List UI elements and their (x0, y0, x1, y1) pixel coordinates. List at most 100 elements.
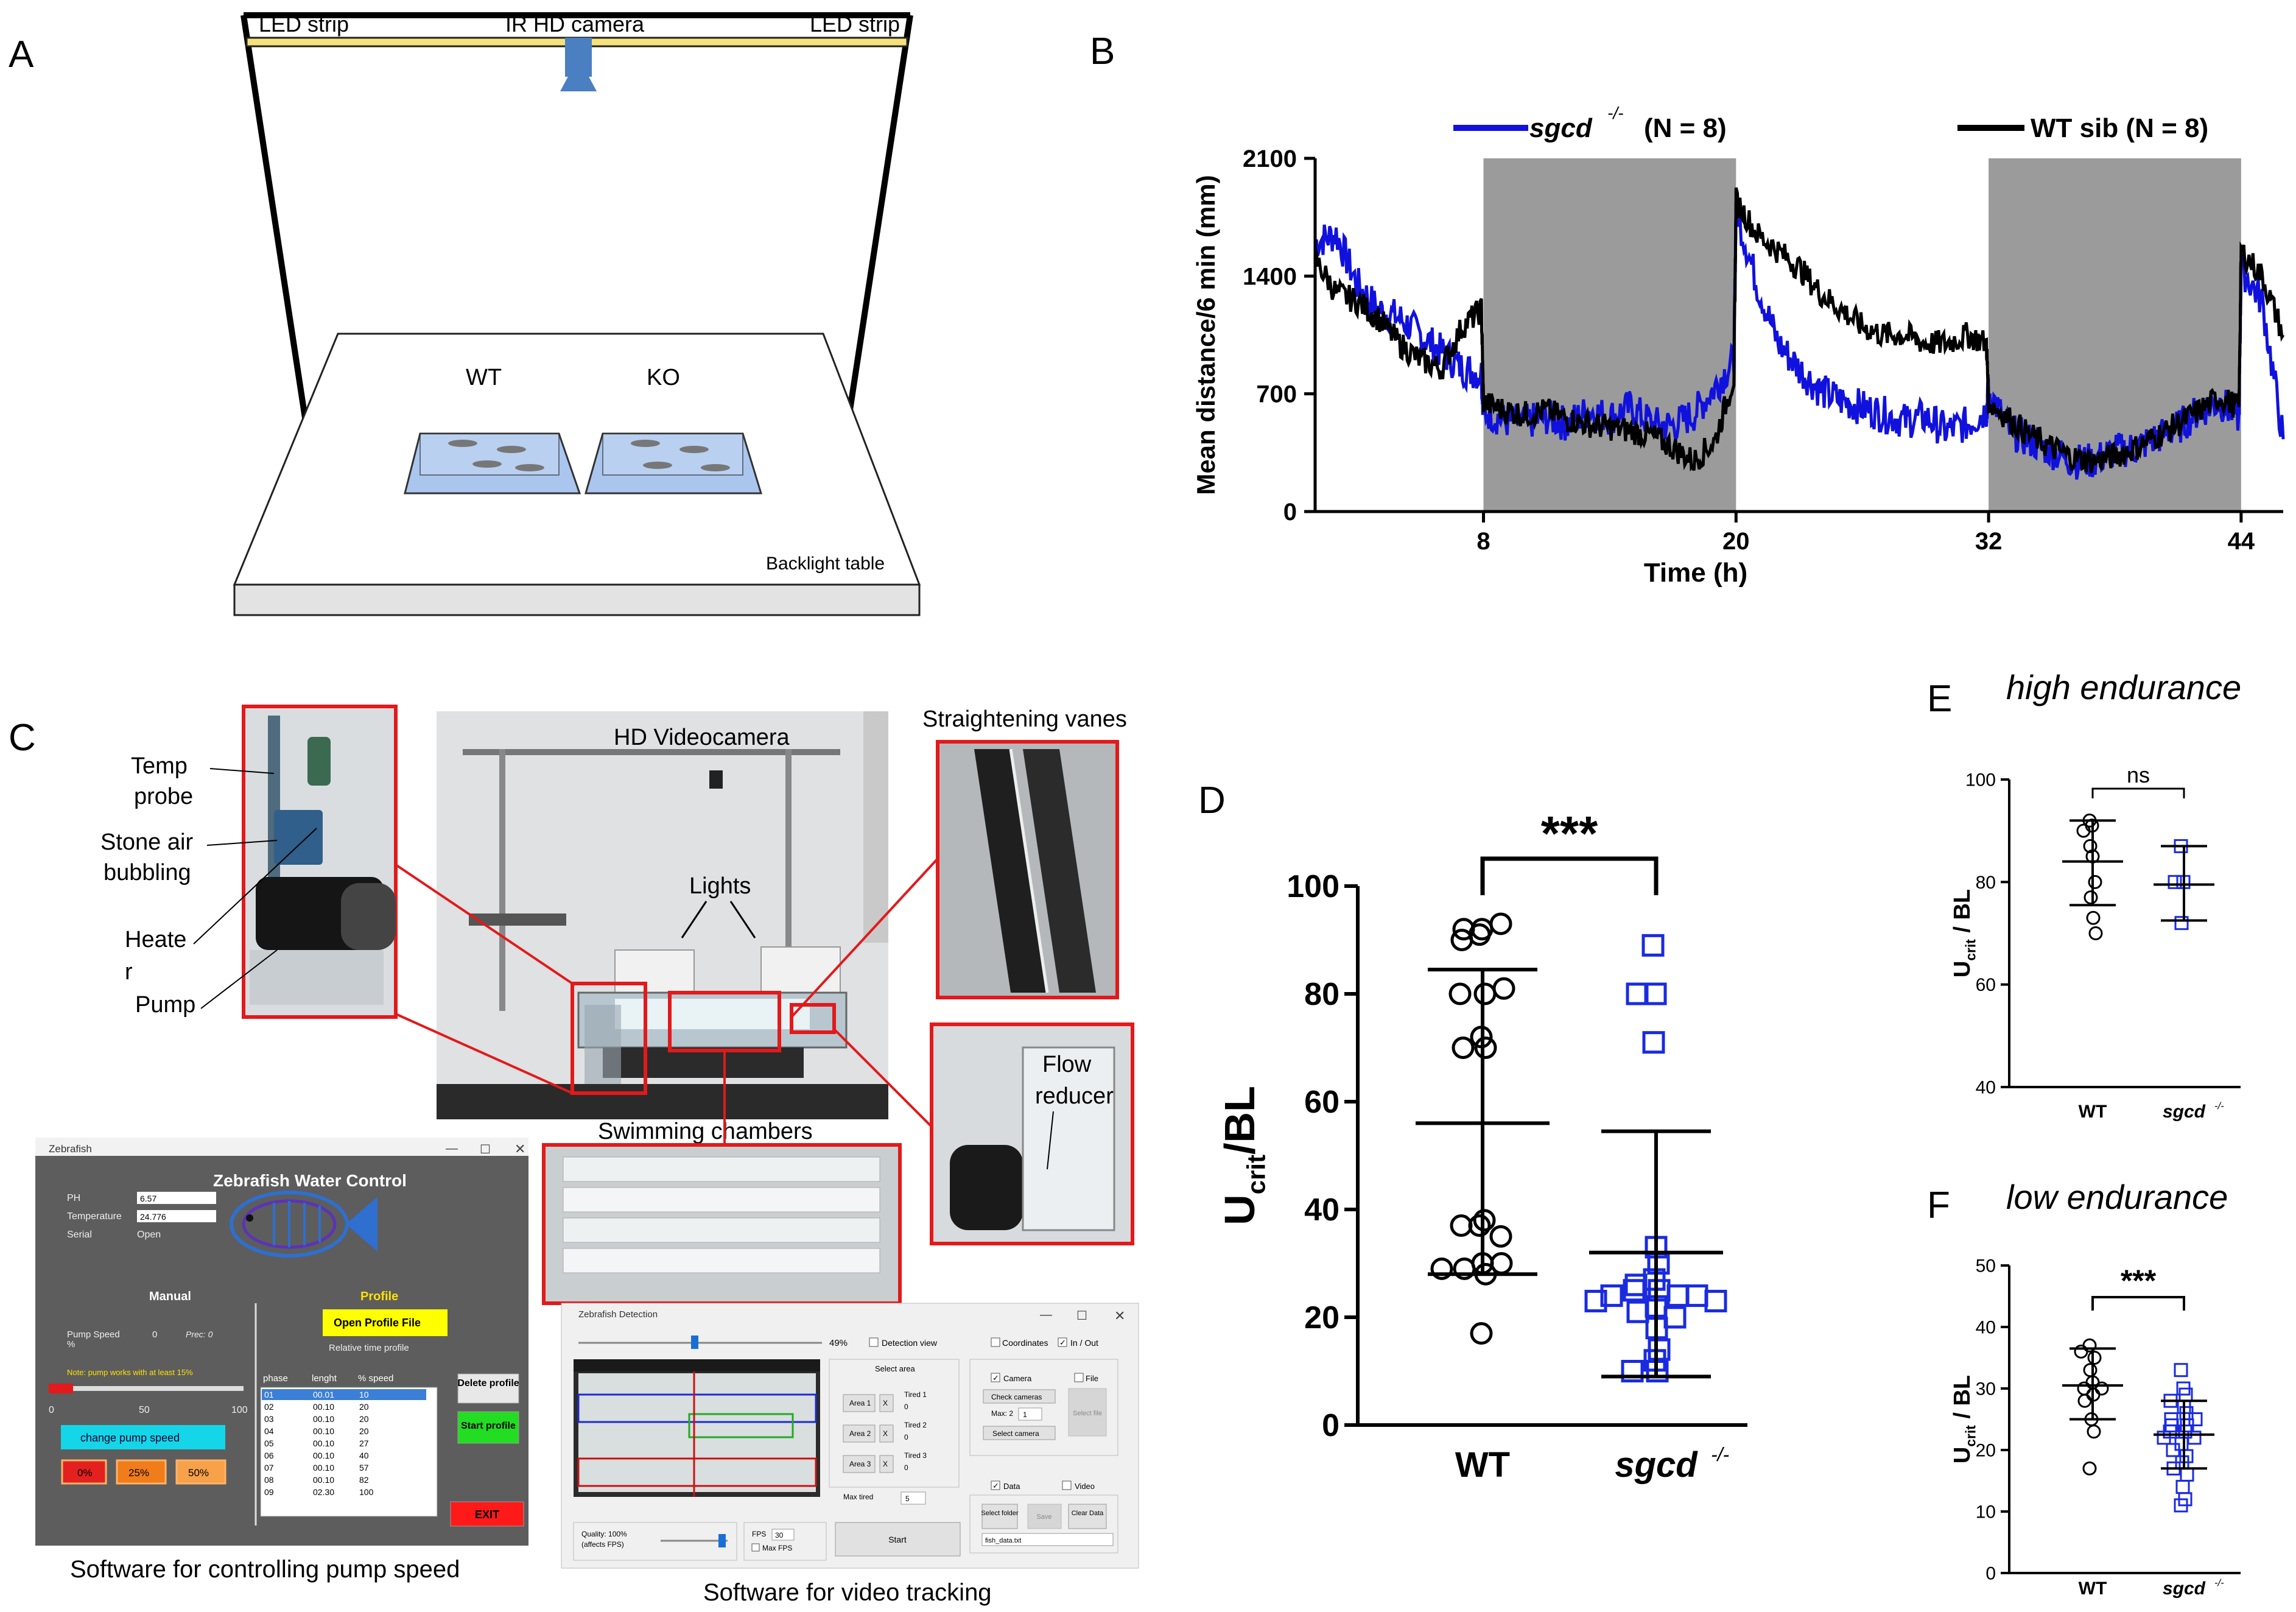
table-cell: 02 (264, 1402, 274, 1412)
legend-ko-sup: -/- (1607, 104, 1623, 122)
pump-software-caption: Software for controlling pump speed (70, 1556, 460, 1583)
output-file-field[interactable] (981, 1533, 1114, 1546)
serial-value: Open (137, 1230, 161, 1240)
data-point-wt (1474, 1037, 1497, 1059)
legend-wt-label: WT sib (N = 8) (2031, 113, 2208, 143)
data-point-wt (2083, 1363, 2098, 1378)
data-checkbox[interactable] (991, 1480, 1000, 1490)
pump-speed-value: 0 (152, 1329, 157, 1340)
table-cell: 10 (359, 1390, 369, 1399)
file-checkbox[interactable] (1074, 1373, 1084, 1382)
pump-speed-slider[interactable] (49, 1386, 244, 1391)
ph-field[interactable] (137, 1192, 216, 1204)
temperature-field[interactable] (137, 1210, 216, 1222)
quality-slider-thumb[interactable] (718, 1534, 726, 1547)
minimize-icon[interactable]: — (1040, 1308, 1052, 1322)
area-1-button[interactable] (843, 1394, 876, 1412)
area-3-clear-button[interactable] (879, 1455, 894, 1473)
photo-flow-reducer (930, 1022, 1134, 1245)
max-cameras-label: Max: 2 (991, 1409, 1013, 1418)
y-tick-label: 60 (1976, 975, 1996, 995)
table-cell: 01 (264, 1390, 274, 1399)
area-2-clear-button[interactable] (879, 1424, 894, 1443)
x-axis-label: Time (h) (1644, 558, 1747, 588)
maximize-icon[interactable]: ☐ (480, 1143, 491, 1156)
profile-list[interactable] (260, 1387, 438, 1517)
tired-1-value: 0 (904, 1403, 908, 1411)
data-point-wt (1450, 1214, 1473, 1237)
table-cell: 57 (359, 1463, 369, 1473)
select-folder-button[interactable] (981, 1504, 1018, 1529)
minimize-icon[interactable]: — (446, 1142, 458, 1155)
select-file-button[interactable] (1068, 1388, 1107, 1437)
data-point-wt (1453, 1257, 1476, 1280)
backlight-table-side (233, 583, 921, 616)
chart-title: high endurance (2006, 668, 2241, 706)
camera-checkbox[interactable] (991, 1373, 1000, 1382)
tank-ko (585, 432, 763, 495)
data-point-sgcd (2157, 1431, 2171, 1445)
data-point-sgcd (1623, 1279, 1646, 1302)
category-label: sgcd (1615, 1445, 1698, 1485)
svg-text:✓: ✓ (1059, 1338, 1066, 1347)
close-icon[interactable]: ✕ (514, 1141, 525, 1156)
check-cameras-button[interactable] (983, 1389, 1056, 1404)
profile-selected-row[interactable] (262, 1389, 426, 1400)
camera-icon (565, 38, 592, 77)
coordinates-checkbox[interactable] (991, 1337, 1000, 1347)
in-out-checkbox[interactable] (1058, 1337, 1067, 1347)
maximize-icon[interactable]: ☐ (1076, 1309, 1087, 1323)
pump-speed-slider-thumb[interactable] (49, 1384, 73, 1393)
tired-2-value: 0 (904, 1433, 908, 1441)
y-tick-label: 40 (1976, 1318, 1996, 1338)
area-3-button[interactable] (843, 1455, 876, 1473)
delete-profile-button[interactable] (457, 1373, 519, 1404)
y-tick-label: 60 (1304, 1085, 1339, 1120)
max-tired-field[interactable] (900, 1491, 926, 1505)
preset-50-button[interactable] (175, 1459, 226, 1485)
data-point-sgcd (2180, 1467, 2194, 1482)
data-point-wt (1473, 982, 1497, 1005)
open-profile-button[interactable] (323, 1309, 448, 1336)
tired-2-label: Tired 2 (904, 1421, 927, 1429)
start-tracking-button[interactable] (835, 1522, 961, 1557)
save-button[interactable] (1027, 1504, 1062, 1529)
stone-label-2: bubbling (104, 860, 191, 885)
change-pump-speed-button[interactable] (61, 1425, 225, 1449)
data-point-wt (2088, 875, 2102, 889)
fish-icon (448, 440, 477, 447)
camera-index-field[interactable] (1018, 1407, 1042, 1421)
start-profile-button[interactable] (457, 1411, 519, 1444)
exit-button[interactable] (450, 1501, 524, 1527)
zoom-slider-thumb[interactable] (691, 1336, 698, 1349)
chart-title: low endurance (2006, 1178, 2228, 1216)
close-icon[interactable]: ✕ (1114, 1308, 1125, 1323)
significance-bracket (1480, 856, 1659, 895)
stone-label-1: Stone air (100, 829, 193, 855)
data-point-sgcd (2174, 1498, 2188, 1513)
start-tracking-label: Start (888, 1535, 907, 1544)
profile-heading: Profile (360, 1290, 398, 1303)
lights-label: Lights (689, 873, 751, 899)
clear-data-button[interactable] (1068, 1504, 1107, 1529)
preset-25-button[interactable] (116, 1459, 167, 1485)
table-cell: 00.10 (313, 1475, 334, 1485)
area-2-button[interactable] (843, 1424, 876, 1443)
area-1-clear-button[interactable] (879, 1394, 894, 1412)
detection-view-checkbox[interactable] (869, 1337, 879, 1347)
max-fps-label: Max FPS (762, 1544, 792, 1552)
preset-0-button[interactable] (61, 1459, 107, 1485)
max-fps-checkbox[interactable] (751, 1543, 760, 1552)
preset-25-label: 25% (128, 1467, 149, 1479)
chart-d: 0 20 40 60 80 100 Ucrit/BL WT sgcd -/- *** (1216, 806, 1747, 1485)
fish-icon (515, 464, 544, 471)
significance-label: ns (2127, 762, 2150, 787)
select-camera-button[interactable] (983, 1426, 1056, 1440)
y-tick-label: 20 (1304, 1300, 1339, 1336)
quality-note: (affects FPS) (581, 1540, 624, 1549)
video-checkbox[interactable] (1062, 1480, 1072, 1490)
fps-field[interactable] (771, 1529, 795, 1541)
panel-a: A LED strip IR HD camera LED strip Backl… (9, 12, 921, 616)
frame-right-pole (840, 15, 913, 454)
